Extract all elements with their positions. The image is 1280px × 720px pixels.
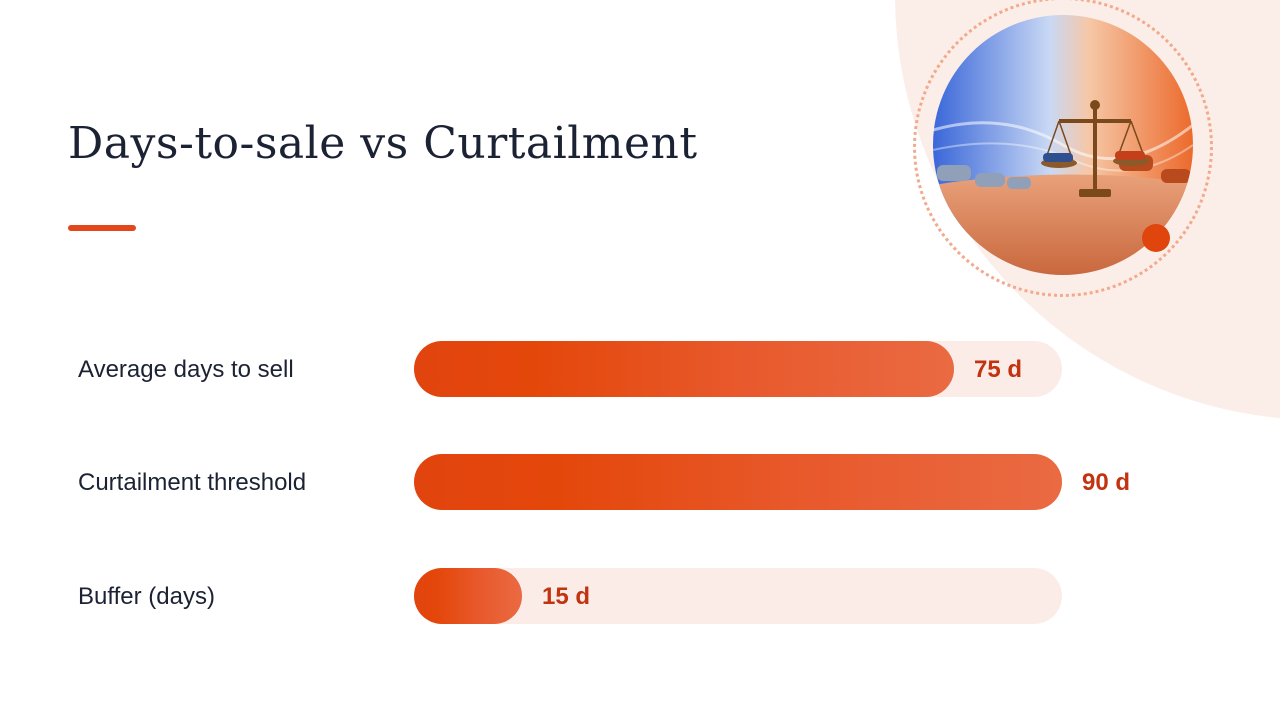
decorative-dot <box>1142 224 1170 252</box>
category-label: Average days to sell <box>78 356 294 383</box>
decorative-dotted-ring <box>913 0 1213 297</box>
bar <box>414 341 954 397</box>
value-label: 75 d <box>974 356 1023 383</box>
category-label: Curtailment threshold <box>78 469 307 496</box>
category-label: Buffer (days) <box>78 583 215 610</box>
slide-title: Days-to-sale vs Curtailment <box>68 118 698 169</box>
bar <box>414 568 522 624</box>
bar-track <box>414 568 1062 624</box>
bar <box>414 454 1062 510</box>
value-label: 90 d <box>1082 469 1131 496</box>
title-underline <box>68 225 136 231</box>
value-label: 15 d <box>542 583 591 610</box>
scales-of-justice-with-cars-icon <box>933 15 1193 275</box>
